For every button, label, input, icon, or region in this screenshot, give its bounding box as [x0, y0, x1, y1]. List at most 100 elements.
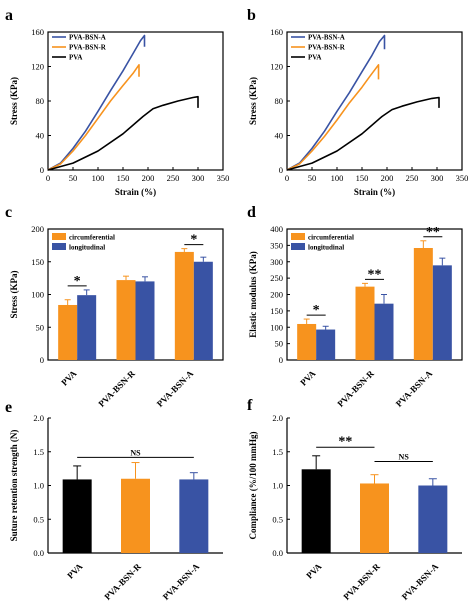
bar-longitudinal [77, 295, 97, 360]
y-tick-label: 2.0 [272, 413, 283, 423]
y-tick-label: 2.0 [33, 413, 44, 423]
y-tick-label: 400 [270, 224, 283, 234]
y-axis-title: Suture retention strength (N) [9, 430, 19, 542]
significance-marker: * [313, 303, 320, 318]
series-line-pva [47, 95, 199, 171]
panel-letter: d [247, 204, 256, 221]
bar-longitudinal [193, 261, 213, 360]
bar-pva-bsn-a [179, 479, 209, 553]
y-tick-label: 160 [270, 27, 283, 37]
bar-circumferential [355, 286, 375, 360]
bar-pva-bsn-r [121, 478, 150, 553]
panel-letter: e [5, 399, 12, 416]
panel-f: f 0.0 0.5 1.0 1.5 2.0 Compliance (%/100 mmHg) P… [247, 397, 462, 602]
y-tick-label: 80 [275, 96, 284, 106]
bar-longitudinal [432, 265, 452, 360]
y-tick-label: 100 [270, 322, 283, 332]
bar-circumferential [413, 247, 433, 360]
panel-letter: f [247, 397, 253, 414]
y-tick-label: 1.5 [33, 447, 44, 457]
y-tick-label: 80 [36, 96, 45, 106]
panel-c: c 0 50 100 150 200 Stress (KPa) PVA * PVA-BSN-R PV… [5, 204, 224, 409]
x-category-label: PVA-BSN-R [102, 561, 143, 602]
legend-label: PVA-BSN-A [69, 34, 106, 42]
series-line-pva [286, 96, 440, 171]
y-axis-title: Stress (KPa) [9, 77, 19, 125]
x-tick-label: 150 [117, 173, 130, 183]
y-tick-label: 1.5 [272, 447, 283, 457]
legend-label: PVA [69, 54, 82, 62]
legend-swatch [52, 233, 66, 240]
y-tick-label: 120 [270, 62, 283, 72]
y-tick-label: 0.0 [272, 548, 283, 558]
x-tick-label: 0 [46, 173, 50, 183]
bar-circumferential [58, 304, 78, 360]
series-line-pva-bsn-r [47, 64, 140, 171]
y-tick-label: 200 [31, 224, 44, 234]
legend-label: circumferential [69, 234, 115, 242]
panel-a: a 0 40 80 120 160 Stress (KPa) 0 50 100 150 200 250 3… [5, 7, 229, 197]
x-category-label: PVA-BSN-A [155, 368, 196, 409]
x-category-label: PVA [65, 561, 85, 581]
x-category-label: PVA [304, 561, 324, 581]
x-category-label: PVA-BSN-A [161, 561, 202, 602]
x-category-label: PVA-BSN-R [96, 368, 137, 409]
legend-swatch [52, 243, 66, 250]
bar-pva [301, 469, 331, 553]
bar-longitudinal [316, 329, 336, 360]
legend-label: PVA-BSN-A [308, 34, 345, 42]
legend-label: longitudinal [69, 244, 105, 252]
significance-marker: * [190, 233, 197, 248]
panel-e: e 0.0 0.5 1.0 1.5 2.0 Suture retention strengt… [5, 399, 223, 602]
y-axis-title: Compliance (%/100 mmHg) [248, 432, 258, 540]
bar-longitudinal [135, 281, 155, 360]
y-tick-label: 350 [270, 240, 283, 250]
y-tick-label: 120 [31, 62, 44, 72]
y-axis-title: Stress (KPa) [9, 270, 19, 318]
x-tick-label: 250 [167, 173, 180, 183]
panel-letter: b [247, 7, 256, 24]
legend-swatch [291, 243, 305, 250]
series-line-pva-bsn-a [286, 34, 386, 171]
x-tick-label: 100 [92, 173, 105, 183]
y-tick-label: 0 [279, 165, 283, 175]
x-category-label: PVA-BSN-R [341, 561, 382, 602]
y-tick-label: 0.5 [272, 514, 283, 524]
x-tick-label: 250 [406, 173, 419, 183]
x-tick-label: 300 [431, 173, 444, 183]
x-tick-label: 150 [356, 173, 369, 183]
y-tick-label: 300 [270, 257, 283, 267]
x-tick-label: 350 [456, 173, 469, 183]
x-tick-label: 50 [308, 173, 317, 183]
x-category-label: PVA [59, 368, 79, 388]
x-axis-title: Strain (%) [115, 187, 156, 197]
legend-label: PVA-BSN-R [69, 44, 107, 52]
y-tick-label: 50 [275, 339, 284, 349]
x-category-label: PVA-BSN-A [394, 368, 435, 409]
x-tick-label: 100 [331, 173, 344, 183]
legend-label: PVA-BSN-R [308, 44, 346, 52]
significance-marker: ** [426, 225, 440, 240]
y-tick-label: 0 [40, 355, 44, 365]
x-tick-label: 350 [217, 173, 230, 183]
bar-circumferential [116, 280, 136, 360]
x-category-label: PVA-BSN-R [335, 368, 376, 409]
y-axis-title: Stress (KPa) [248, 77, 258, 125]
y-tick-label: 50 [36, 322, 45, 332]
x-tick-label: 300 [192, 173, 205, 183]
y-tick-label: 0.5 [33, 514, 44, 524]
bar-longitudinal [374, 303, 394, 360]
significance-marker: NS [399, 452, 410, 461]
y-tick-label: 40 [275, 131, 284, 141]
y-tick-label: 1.0 [33, 481, 44, 491]
y-tick-label: 150 [31, 257, 44, 267]
legend-label: PVA [308, 54, 321, 62]
bar-circumferential [297, 323, 317, 360]
bar-pva [62, 479, 92, 553]
x-tick-label: 200 [142, 173, 155, 183]
y-tick-label: 40 [36, 131, 45, 141]
panel-letter: a [5, 7, 13, 24]
y-tick-label: 100 [31, 290, 44, 300]
panel-letter: c [5, 204, 12, 221]
